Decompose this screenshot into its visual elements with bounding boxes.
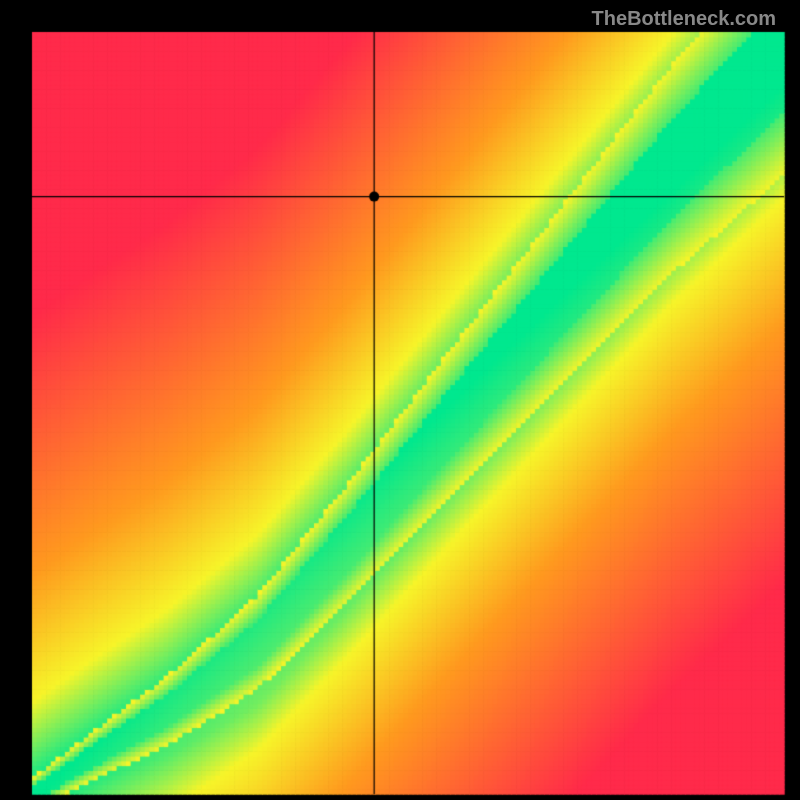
heatmap-canvas bbox=[0, 0, 800, 800]
chart-container: TheBottleneck.com bbox=[0, 0, 800, 800]
watermark-text: TheBottleneck.com bbox=[592, 8, 776, 31]
